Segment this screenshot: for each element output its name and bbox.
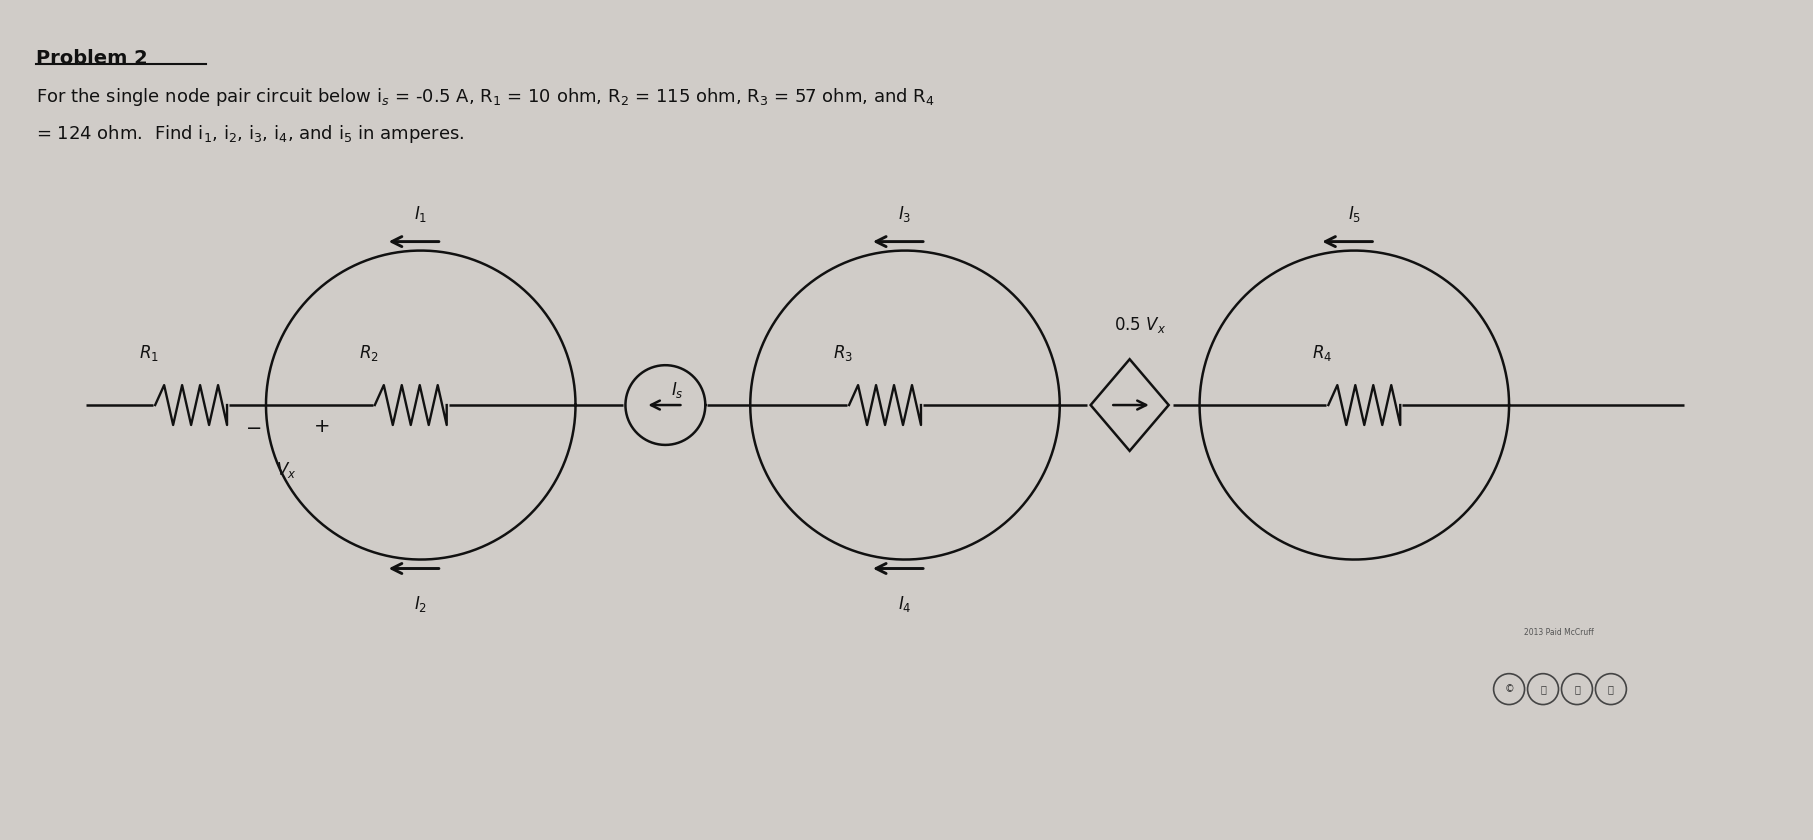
- Text: Problem 2: Problem 2: [36, 50, 149, 68]
- Text: $R_3$: $R_3$: [834, 344, 854, 363]
- Text: $0.5\ V_x$: $0.5\ V_x$: [1113, 315, 1166, 335]
- Text: = 124 ohm.  Find i$_1$, i$_2$, i$_3$, i$_4$, and i$_5$ in amperes.: = 124 ohm. Find i$_1$, i$_2$, i$_3$, i$_…: [36, 123, 464, 145]
- Text: For the single node pair circuit below i$_s$ = -0.5 A, R$_1$ = 10 ohm, R$_2$ = 1: For the single node pair circuit below i…: [36, 87, 936, 108]
- Text: $I_5$: $I_5$: [1347, 203, 1362, 223]
- Text: $I_4$: $I_4$: [897, 595, 912, 614]
- Text: $R_4$: $R_4$: [1313, 344, 1333, 363]
- Text: $I_1$: $I_1$: [413, 203, 428, 223]
- Text: $-$: $-$: [245, 417, 261, 437]
- Text: ⓑ: ⓑ: [1539, 684, 1546, 694]
- Text: ⓢ: ⓢ: [1574, 684, 1579, 694]
- Text: ©: ©: [1505, 684, 1514, 694]
- Text: $R_2$: $R_2$: [359, 344, 379, 363]
- Text: $V_x$: $V_x$: [276, 459, 296, 480]
- Text: $R_1$: $R_1$: [140, 344, 160, 363]
- Text: $I_s$: $I_s$: [671, 380, 684, 400]
- Text: $+$: $+$: [312, 417, 330, 437]
- Text: ⓐ: ⓐ: [1608, 684, 1614, 694]
- Text: 2013 Paid McCruff: 2013 Paid McCruff: [1525, 628, 1594, 638]
- Text: $I_2$: $I_2$: [413, 595, 428, 614]
- Text: $I_3$: $I_3$: [897, 203, 912, 223]
